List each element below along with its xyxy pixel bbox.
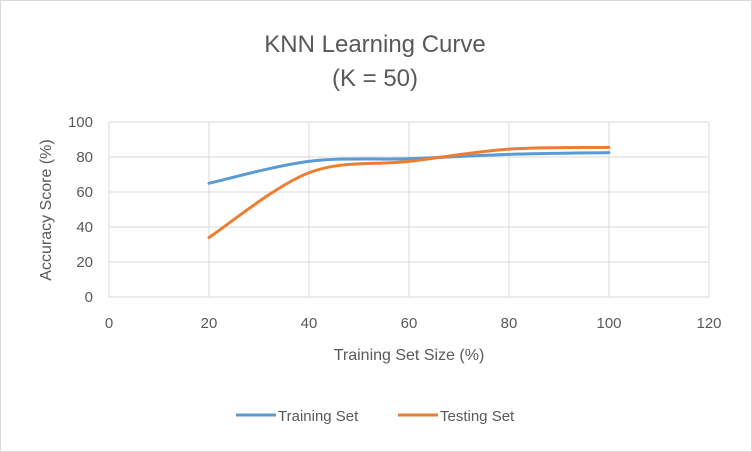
y-tick-label: 60 bbox=[76, 184, 93, 201]
chart-title-line-2: (K = 50) bbox=[332, 65, 418, 92]
y-tick-label: 0 bbox=[85, 289, 93, 306]
testing-set-line bbox=[207, 145, 611, 239]
x-tick-label: 60 bbox=[401, 315, 418, 332]
training-set-line bbox=[207, 151, 611, 185]
y-axis-label: Accuracy Score (%) bbox=[38, 139, 55, 280]
y-tick-labels: 0 20 40 60 80 100 bbox=[68, 114, 93, 306]
chart-title-line-1: KNN Learning Curve bbox=[264, 31, 485, 58]
y-tick-label: 20 bbox=[76, 254, 93, 271]
y-tick-label: 100 bbox=[68, 114, 93, 131]
x-axis-label: Training Set Size (%) bbox=[334, 347, 485, 364]
legend: Training Set Testing Set bbox=[236, 408, 515, 425]
x-tick-label: 0 bbox=[105, 315, 113, 332]
x-tick-label: 80 bbox=[501, 315, 518, 332]
legend-label-training-set: Training Set bbox=[278, 408, 359, 425]
x-tick-label: 100 bbox=[596, 315, 621, 332]
y-tick-label: 80 bbox=[76, 149, 93, 166]
y-tick-label: 40 bbox=[76, 219, 93, 236]
x-tick-label: 20 bbox=[201, 315, 218, 332]
legend-label-testing-set: Testing Set bbox=[440, 408, 515, 425]
gridlines bbox=[108, 121, 710, 298]
x-tick-label: 120 bbox=[696, 315, 721, 332]
x-tick-label: 40 bbox=[301, 315, 318, 332]
series-lines bbox=[207, 145, 611, 239]
x-tick-labels: 0 20 40 60 80 100 120 bbox=[105, 315, 722, 332]
